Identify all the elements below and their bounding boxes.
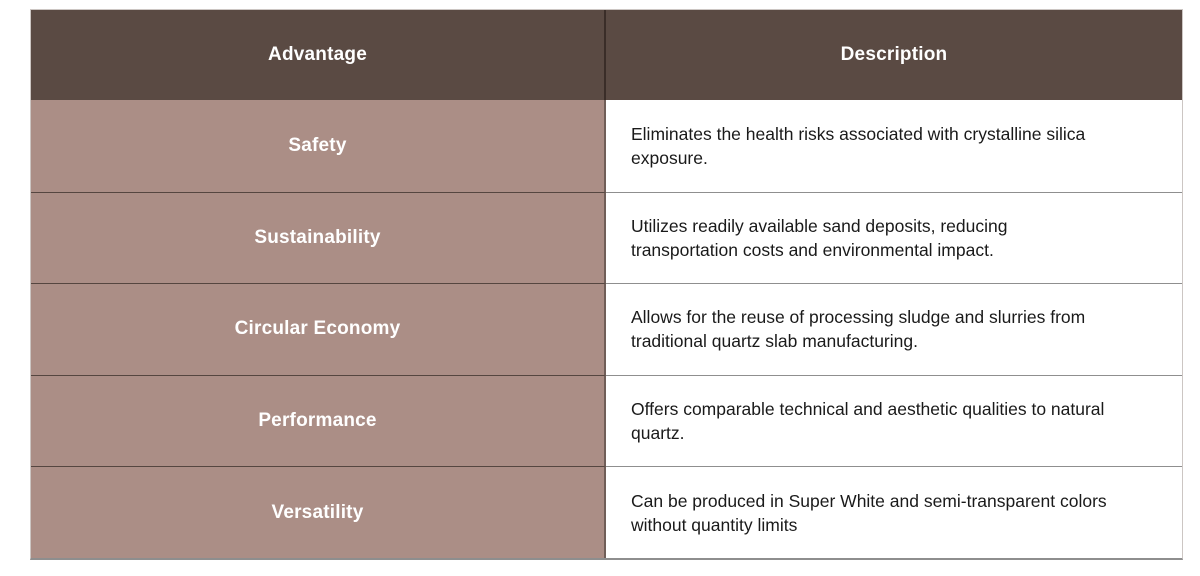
advantage-label: Circular Economy bbox=[234, 318, 401, 340]
table-row: Circular Economy Allows for the reuse of… bbox=[31, 283, 1182, 375]
table-row: Versatility Can be produced in Super Whi… bbox=[31, 466, 1182, 558]
description-cell: Eliminates the health risks associated w… bbox=[606, 100, 1182, 192]
advantage-cell: Sustainability bbox=[31, 191, 606, 284]
advantage-cell: Versatility bbox=[31, 466, 606, 558]
description-text: Utilizes readily available sand deposits… bbox=[631, 215, 1008, 260]
table-row: Performance Offers comparable technical … bbox=[31, 374, 1182, 467]
advantage-label: Versatility bbox=[271, 501, 364, 523]
advantages-table: Advantage Description Safety Eliminates … bbox=[30, 9, 1183, 560]
description-cell: Utilizes readily available sand deposits… bbox=[606, 191, 1182, 284]
description-cell: Offers comparable technical and aestheti… bbox=[606, 374, 1182, 467]
description-text: Can be produced in Super White and semi-… bbox=[631, 490, 1107, 535]
table-header-row: Advantage Description bbox=[31, 10, 1182, 100]
description-cell: Can be produced in Super White and semi-… bbox=[606, 466, 1182, 558]
column-header-description: Description bbox=[840, 44, 948, 65]
column-header-advantage: Advantage bbox=[268, 44, 367, 65]
advantage-cell: Safety bbox=[31, 100, 606, 192]
table-row: Safety Eliminates the health risks assoc… bbox=[31, 100, 1182, 192]
description-text: Offers comparable technical and aestheti… bbox=[631, 399, 1105, 444]
header-cell-advantage: Advantage bbox=[31, 10, 606, 100]
advantage-label: Performance bbox=[258, 410, 377, 432]
description-text: Allows for the reuse of processing sludg… bbox=[631, 307, 1086, 352]
description-text: Eliminates the health risks associated w… bbox=[631, 123, 1086, 168]
advantage-label: Safety bbox=[288, 134, 347, 156]
header-cell-description: Description bbox=[606, 10, 1182, 100]
advantage-cell: Performance bbox=[31, 374, 606, 467]
table-row: Sustainability Utilizes readily availabl… bbox=[31, 191, 1182, 284]
advantage-cell: Circular Economy bbox=[31, 283, 606, 375]
advantage-label: Sustainability bbox=[254, 226, 381, 248]
description-cell: Allows for the reuse of processing sludg… bbox=[606, 283, 1182, 375]
